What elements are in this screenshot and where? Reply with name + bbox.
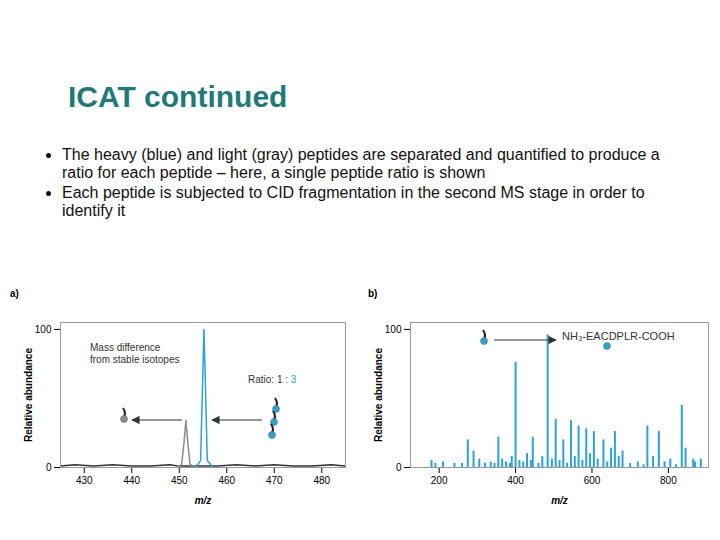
svg-text:0: 0 [396, 462, 402, 473]
svg-text:470: 470 [266, 475, 283, 486]
svg-text:100: 100 [35, 324, 52, 335]
html-text:a): a) [10, 288, 19, 299]
svg-text:Relative abundance: Relative abundance [23, 348, 34, 442]
html-text:Mass difference from stable is: Mass difference from stable isotopes [90, 342, 180, 365]
html-text:The heavy (blue) and light (gr: The heavy (blue) and light (gray) peptid… [62, 146, 660, 181]
svg-text:m/z: m/z [551, 495, 568, 506]
svg-text:400: 400 [507, 475, 524, 486]
svg-text:600: 600 [584, 475, 601, 486]
html-text:NH₃-EACDPLR-COOH: NH₃-EACDPLR-COOH [562, 330, 675, 342]
svg-text:430: 430 [76, 475, 93, 486]
svg-text:460: 460 [218, 475, 235, 486]
svg-text:480: 480 [313, 475, 330, 486]
svg-text:Relative abundance: Relative abundance [373, 348, 384, 442]
svg-text:800: 800 [660, 475, 677, 486]
svg-text:450: 450 [171, 475, 188, 486]
svg-text:440: 440 [123, 475, 140, 486]
svg-text:m/z: m/z [195, 495, 212, 506]
html-text:ICAT continued: ICAT continued [68, 80, 288, 113]
html-text:Ratio: 1 : 3: Ratio: 1 : 3 [248, 374, 297, 385]
html-text:Each peptide is subjected to C: Each peptide is subjected to CID fragmen… [62, 183, 645, 219]
html-text:b): b) [368, 288, 378, 299]
svg-text:200: 200 [431, 475, 448, 486]
svg-text:100: 100 [385, 324, 402, 335]
svg-text:0: 0 [46, 462, 52, 473]
